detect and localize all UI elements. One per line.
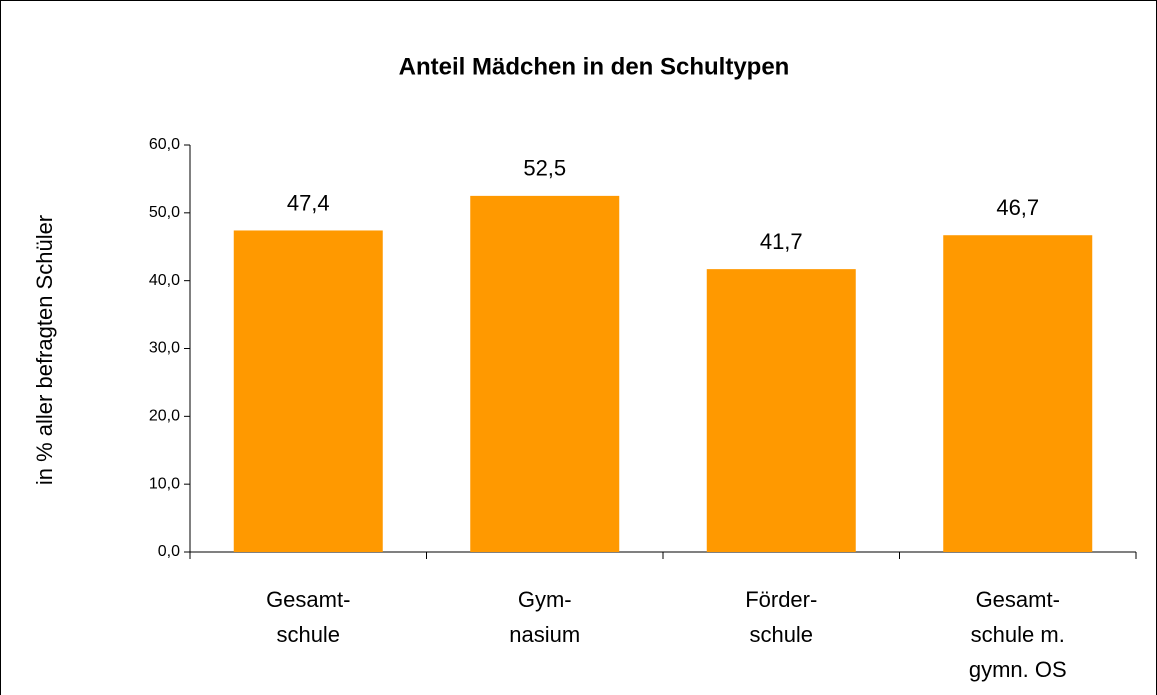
x-tick-label: Gesamt-schule	[266, 587, 350, 647]
chart-title: Anteil Mädchen in den Schultypen	[399, 53, 790, 80]
bar	[233, 230, 383, 552]
y-tick-label: 20,0	[149, 408, 180, 425]
x-tick-label: Gesamt-schule m. gymn. OS	[969, 587, 1067, 682]
bar	[943, 235, 1093, 553]
bar	[470, 195, 620, 552]
x-tick-label: Gym-nasium	[509, 587, 580, 647]
value-label: 46,7	[996, 195, 1039, 220]
x-tick-label: Förder-schule	[745, 587, 817, 647]
y-tick-label: 0,0	[158, 543, 180, 560]
y-tick-label: 30,0	[149, 340, 180, 357]
y-tick-label: 50,0	[149, 204, 180, 221]
y-tick-label: 40,0	[149, 272, 180, 289]
value-label: 47,4	[287, 190, 330, 215]
bar	[706, 269, 856, 552]
value-label: 41,7	[760, 229, 803, 254]
y-tick-label: 60,0	[149, 136, 180, 153]
y-axis-label: in % aller befragten Schüler	[32, 215, 57, 485]
y-tick-label: 10,0	[149, 475, 180, 492]
value-label: 52,5	[523, 156, 566, 181]
